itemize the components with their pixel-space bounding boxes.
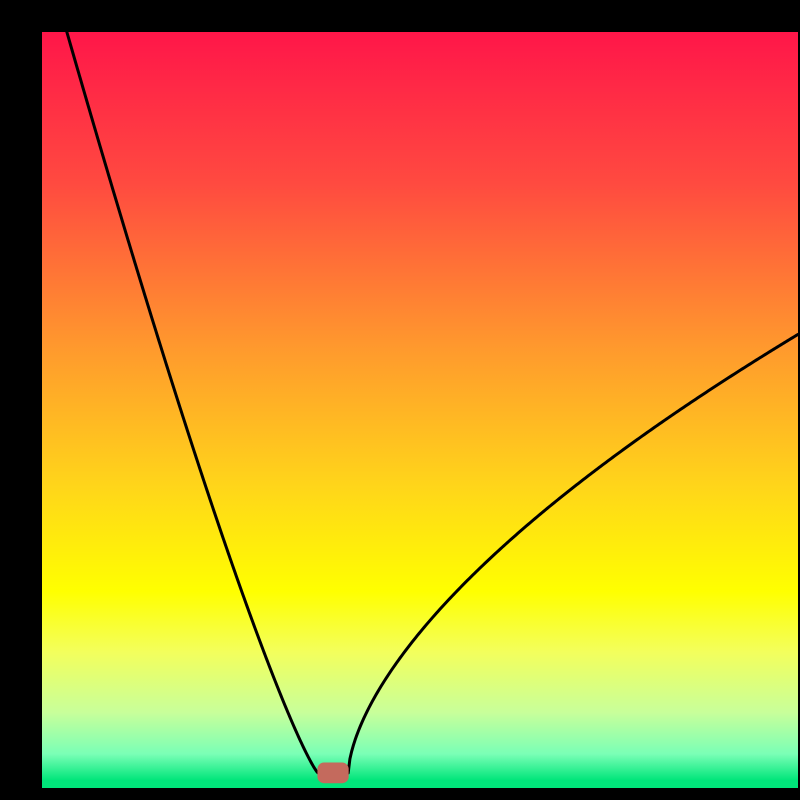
chart-frame: TheBottleneck.com bbox=[0, 0, 800, 800]
optimal-point-marker bbox=[318, 763, 348, 783]
bottleneck-curve-chart bbox=[0, 0, 800, 800]
chart-gradient-background bbox=[42, 32, 798, 788]
